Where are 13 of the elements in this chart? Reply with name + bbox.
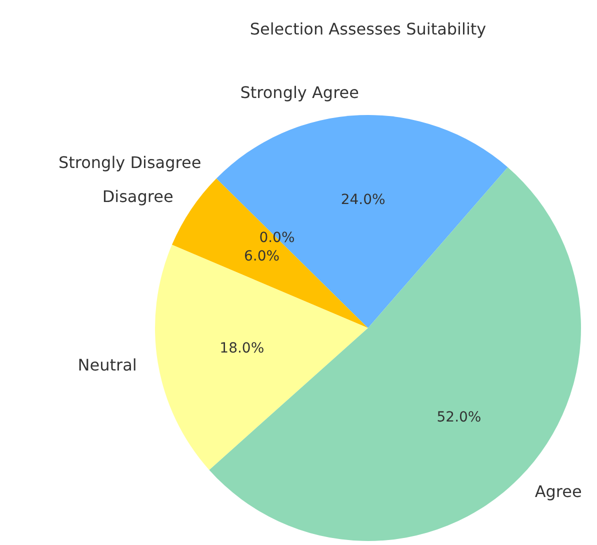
data-label: 52.0% (436, 410, 482, 426)
slice-label: Agree (534, 482, 582, 501)
slice-label: Strongly Agree (240, 83, 360, 102)
data-label: 6.0% (244, 248, 280, 265)
slice-label: Disagree (102, 187, 174, 206)
pie-slice (216, 115, 508, 328)
chart-title: Selection Assesses Suitability (250, 19, 486, 38)
data-label: 18.0% (220, 340, 264, 357)
pie-slice (155, 244, 368, 470)
slice-label: Neutral (78, 356, 137, 375)
category-label: Strongly Disagree (58, 152, 202, 172)
data-label: 24.0% (340, 192, 386, 208)
pie-slice (209, 167, 581, 541)
